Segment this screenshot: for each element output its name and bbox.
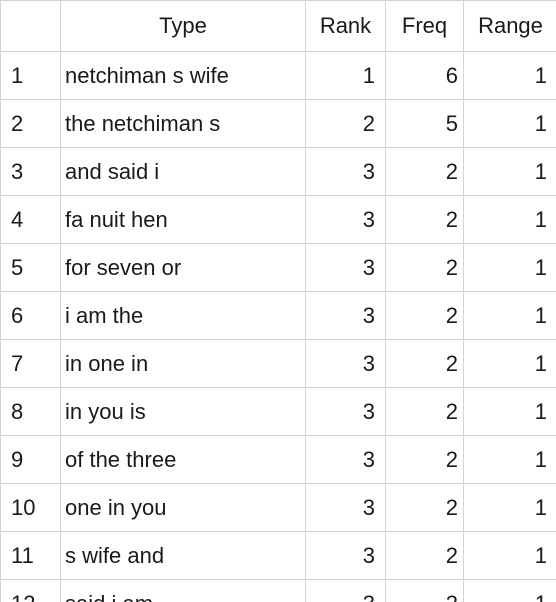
rank-cell: 3 [305, 291, 386, 340]
table-row[interactable]: 2 the netchiman s 2 5 1 [0, 99, 556, 148]
type-cell: the netchiman s [60, 99, 306, 148]
range-cell: 1 [463, 291, 556, 340]
freq-cell: 2 [385, 243, 464, 292]
freq-cell: 6 [385, 51, 464, 100]
range-cell: 1 [463, 435, 556, 484]
table-row[interactable]: 8 in you is 3 2 1 [0, 387, 556, 436]
type-cell: in you is [60, 387, 306, 436]
column-header-index[interactable] [0, 0, 61, 52]
type-cell: in one in [60, 339, 306, 388]
range-cell: 1 [463, 195, 556, 244]
rank-cell: 3 [305, 243, 386, 292]
rank-cell: 3 [305, 483, 386, 532]
table-row[interactable]: 1 netchiman s wife 1 6 1 [0, 51, 556, 100]
type-cell: netchiman s wife [60, 51, 306, 100]
type-cell: of the three [60, 435, 306, 484]
row-index: 12 [0, 579, 61, 602]
row-index: 9 [0, 435, 61, 484]
row-index: 8 [0, 387, 61, 436]
row-index: 3 [0, 147, 61, 196]
column-header-freq[interactable]: Freq [385, 0, 464, 52]
row-index: 5 [0, 243, 61, 292]
rank-cell: 3 [305, 147, 386, 196]
row-index: 1 [0, 51, 61, 100]
table-row[interactable]: 4 fa nuit hen 3 2 1 [0, 195, 556, 244]
table-row[interactable]: 9 of the three 3 2 1 [0, 435, 556, 484]
row-index: 7 [0, 339, 61, 388]
freq-cell: 2 [385, 147, 464, 196]
type-cell: one in you [60, 483, 306, 532]
rank-cell: 2 [305, 99, 386, 148]
table-row[interactable]: 5 for seven or 3 2 1 [0, 243, 556, 292]
rank-cell: 3 [305, 579, 386, 602]
rank-cell: 3 [305, 195, 386, 244]
freq-cell: 2 [385, 579, 464, 602]
freq-cell: 2 [385, 435, 464, 484]
freq-cell: 2 [385, 483, 464, 532]
table-row[interactable]: 3 and said i 3 2 1 [0, 147, 556, 196]
type-cell: s wife and [60, 531, 306, 580]
table-row[interactable]: 10 one in you 3 2 1 [0, 483, 556, 532]
rank-cell: 3 [305, 339, 386, 388]
type-cell: for seven or [60, 243, 306, 292]
rank-cell: 3 [305, 387, 386, 436]
column-header-range[interactable]: Range [463, 0, 556, 52]
column-header-type[interactable]: Type [60, 0, 306, 52]
freq-cell: 2 [385, 339, 464, 388]
range-cell: 1 [463, 339, 556, 388]
type-cell: and said i [60, 147, 306, 196]
column-header-rank[interactable]: Rank [305, 0, 386, 52]
row-index: 11 [0, 531, 61, 580]
range-cell: 1 [463, 579, 556, 602]
freq-cell: 2 [385, 195, 464, 244]
row-index: 4 [0, 195, 61, 244]
table-row[interactable]: 7 in one in 3 2 1 [0, 339, 556, 388]
freq-cell: 2 [385, 531, 464, 580]
table-row[interactable]: 6 i am the 3 2 1 [0, 291, 556, 340]
type-cell: said i am [60, 579, 306, 602]
range-cell: 1 [463, 531, 556, 580]
rank-cell: 3 [305, 435, 386, 484]
range-cell: 1 [463, 243, 556, 292]
range-cell: 1 [463, 483, 556, 532]
table-row[interactable]: 12 said i am 3 2 1 [0, 579, 556, 602]
type-cell: fa nuit hen [60, 195, 306, 244]
rank-cell: 3 [305, 531, 386, 580]
range-cell: 1 [463, 99, 556, 148]
freq-cell: 5 [385, 99, 464, 148]
freq-cell: 2 [385, 291, 464, 340]
type-cell: i am the [60, 291, 306, 340]
range-cell: 1 [463, 387, 556, 436]
table-row[interactable]: 11 s wife and 3 2 1 [0, 531, 556, 580]
row-index: 6 [0, 291, 61, 340]
header-row: Type Rank Freq Range [0, 0, 556, 52]
range-cell: 1 [463, 51, 556, 100]
row-index: 10 [0, 483, 61, 532]
range-cell: 1 [463, 147, 556, 196]
rank-cell: 1 [305, 51, 386, 100]
row-index: 2 [0, 99, 61, 148]
freq-cell: 2 [385, 387, 464, 436]
